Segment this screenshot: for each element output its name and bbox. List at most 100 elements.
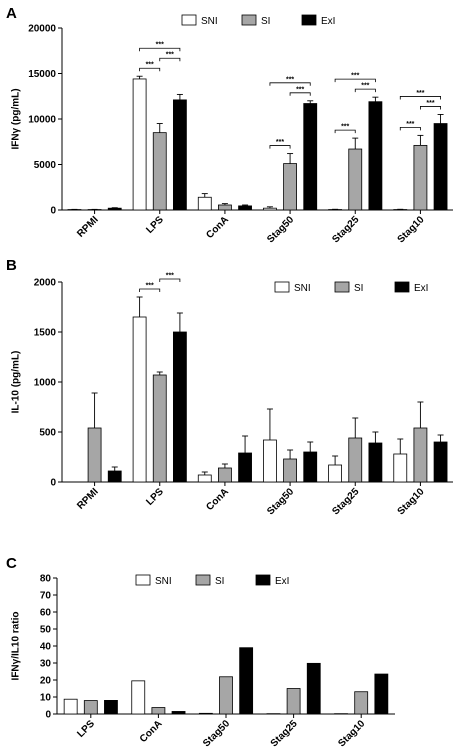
significance-bracket: [139, 288, 161, 292]
bar-exi: [238, 205, 252, 211]
bar-si: [348, 148, 363, 211]
bar-sni: [131, 680, 146, 715]
legend-swatch-sni: [135, 574, 151, 586]
bar-exi: [171, 711, 186, 715]
significance-bracket: [139, 47, 181, 52]
y-tick-label: 500: [39, 428, 56, 439]
bar-si: [152, 132, 167, 211]
bar-exi: [104, 700, 118, 715]
y-tick-label: 30: [40, 659, 52, 670]
legend-label-sni: SNI: [201, 16, 218, 27]
significance-bracket: [420, 106, 441, 110]
x-tick-label: Stag50: [265, 214, 296, 245]
legend-swatch-exi: [394, 281, 410, 293]
significance-label: ***: [276, 139, 284, 146]
bar-exi: [303, 451, 318, 483]
bar-sni: [393, 453, 408, 483]
significance-bracket: [399, 126, 421, 131]
bar-si: [413, 427, 428, 483]
bar-si: [348, 437, 363, 483]
bar-exi: [303, 103, 318, 211]
panel-letter: A: [6, 5, 17, 22]
bar-exi: [239, 647, 254, 715]
significance-bracket: [269, 145, 291, 149]
x-tick-label: Stag10: [396, 214, 427, 245]
significance-label: ***: [296, 86, 304, 93]
legend-label-si: SI: [215, 576, 224, 587]
significance-bracket: [334, 129, 356, 134]
x-tick-label: Stag25: [269, 718, 300, 749]
significance-label: ***: [406, 121, 414, 128]
y-tick-label: 20000: [28, 24, 56, 35]
significance-bracket: [289, 92, 311, 96]
panel-letter: C: [6, 555, 17, 572]
bar-si: [283, 458, 297, 483]
bar-exi: [433, 441, 448, 483]
significance-label: ***: [426, 100, 434, 107]
bar-sni: [328, 464, 343, 483]
bar-exi: [368, 442, 383, 483]
bar-exi: [368, 101, 383, 211]
significance-bracket: [399, 96, 441, 100]
legend-swatch-exi: [255, 574, 271, 586]
bar-si: [286, 688, 301, 715]
significance-label: ***: [341, 124, 349, 131]
legend-label-si: SI: [354, 283, 363, 294]
bar-si: [83, 700, 98, 715]
legend-swatch-si: [241, 14, 257, 26]
y-tick-label: 0: [45, 710, 51, 721]
y-tick-label: 10000: [28, 115, 56, 126]
bar-exi: [433, 123, 448, 211]
bar-exi: [306, 662, 321, 715]
bar-si: [152, 374, 167, 483]
legend-label-sni: SNI: [294, 283, 311, 294]
significance-label: ***: [361, 83, 369, 90]
x-tick-label: ConA: [204, 214, 231, 241]
legend-swatch-si: [195, 574, 211, 586]
y-tick-label: 0: [50, 478, 56, 489]
y-tick-label: 40: [40, 642, 52, 653]
x-tick-label: RPMI: [75, 214, 101, 240]
legend-swatch-sni: [274, 281, 290, 293]
bar-sni: [132, 78, 147, 211]
bar-si: [354, 691, 369, 715]
y-axis-label: IL-10 (pg/mL): [10, 351, 21, 414]
x-tick-label: Stag10: [396, 486, 427, 517]
x-tick-label: LPS: [144, 486, 166, 508]
y-axis-label: IFNγ (pg/mL): [10, 88, 21, 149]
bar-sni: [197, 196, 212, 211]
x-tick-label: Stag25: [330, 214, 361, 245]
bar-sni: [263, 207, 277, 211]
y-tick-label: 10: [40, 693, 52, 704]
legend-label-sni: SNI: [155, 576, 172, 587]
x-tick-label: LPS: [144, 214, 166, 236]
y-tick-label: 0: [50, 206, 56, 217]
bar-sni: [198, 712, 213, 715]
x-tick-label: RPMI: [75, 486, 101, 512]
y-tick-label: 80: [40, 574, 52, 585]
significance-label: ***: [146, 283, 154, 290]
y-tick-label: 70: [40, 591, 52, 602]
legend-swatch-sni: [181, 14, 197, 26]
x-tick-label: ConA: [204, 486, 231, 513]
legend-swatch-exi: [301, 14, 317, 26]
x-tick-label: Stag10: [336, 718, 367, 749]
bar-si: [218, 467, 232, 483]
x-tick-label: LPS: [75, 718, 97, 740]
legend-label-exi: ExI: [275, 576, 289, 587]
significance-label: ***: [156, 42, 164, 49]
bar-exi: [172, 99, 187, 211]
significance-label: ***: [351, 73, 359, 80]
y-axis-label: IFNγ/IL10 ratio: [10, 612, 21, 681]
significance-label: ***: [166, 273, 174, 280]
significance-label: ***: [146, 62, 154, 69]
y-tick-label: 20: [40, 676, 52, 687]
significance-label: ***: [166, 52, 174, 59]
bar-exi: [107, 470, 122, 483]
y-tick-label: 1500: [34, 328, 57, 339]
bar-sni: [197, 474, 212, 483]
bar-sni: [132, 316, 147, 483]
y-tick-label: 5000: [34, 160, 57, 171]
y-tick-label: 2000: [34, 278, 57, 289]
